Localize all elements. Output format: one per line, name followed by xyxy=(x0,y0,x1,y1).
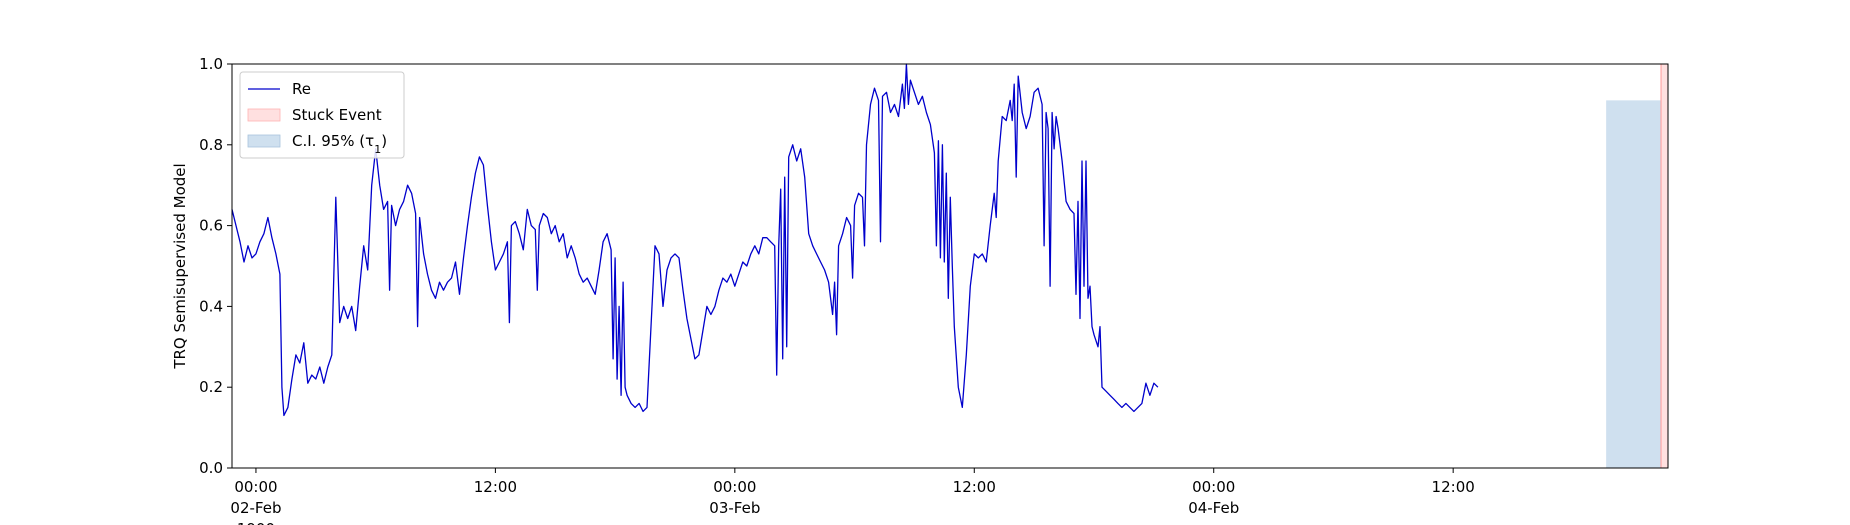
y-axis-label: TRQ Semisupervised Model xyxy=(171,163,189,369)
series-line-re xyxy=(231,63,1159,417)
y-tick-label: 1.0 xyxy=(199,55,223,73)
x-tick-label: 12:00 xyxy=(1432,478,1475,496)
legend-swatch-patch xyxy=(247,134,281,148)
legend-swatch-patch xyxy=(247,108,281,122)
x-tick-label: 04-Feb xyxy=(1188,499,1239,517)
y-axis-ticks: 0.0 0.2 0.4 0.6 0.8 1.0 xyxy=(199,55,232,477)
x-tick-label: 02-Feb xyxy=(230,499,281,517)
confidence-interval-band xyxy=(1606,100,1662,469)
x-tick-label: 00:00 xyxy=(1192,478,1235,496)
x-tick-label: 12:00 xyxy=(953,478,996,496)
legend-label: Re xyxy=(292,80,311,98)
stuck-event-band xyxy=(1661,64,1668,468)
legend: Re Stuck Event C.I. 95% (τ1) xyxy=(239,71,405,159)
plot-frame xyxy=(231,63,1669,469)
x-tick-label: 00:00 xyxy=(234,478,277,496)
legend-label: C.I. 95% (τ1) xyxy=(292,132,387,156)
legend-box xyxy=(239,71,405,159)
bands-layer xyxy=(1606,64,1668,469)
y-tick-label: 0.6 xyxy=(199,217,223,235)
x-tick-label: 00:00 xyxy=(713,478,756,496)
y-tick-label: 0.0 xyxy=(199,459,223,477)
series-layer xyxy=(231,63,1159,417)
x-tick-label: 12:00 xyxy=(474,478,517,496)
y-tick-label: 0.2 xyxy=(199,378,223,396)
y-tick-label: 0.8 xyxy=(199,136,223,154)
legend-label: Stuck Event xyxy=(292,106,382,124)
x-axis-ticks: 00:00 02-Feb 1900 12:00 00:00 03-Feb 12:00 00:0… xyxy=(230,468,1475,525)
x-tick-label: 1900 xyxy=(237,520,275,525)
y-tick-label: 0.4 xyxy=(199,297,223,315)
x-tick-label: 03-Feb xyxy=(709,499,760,517)
